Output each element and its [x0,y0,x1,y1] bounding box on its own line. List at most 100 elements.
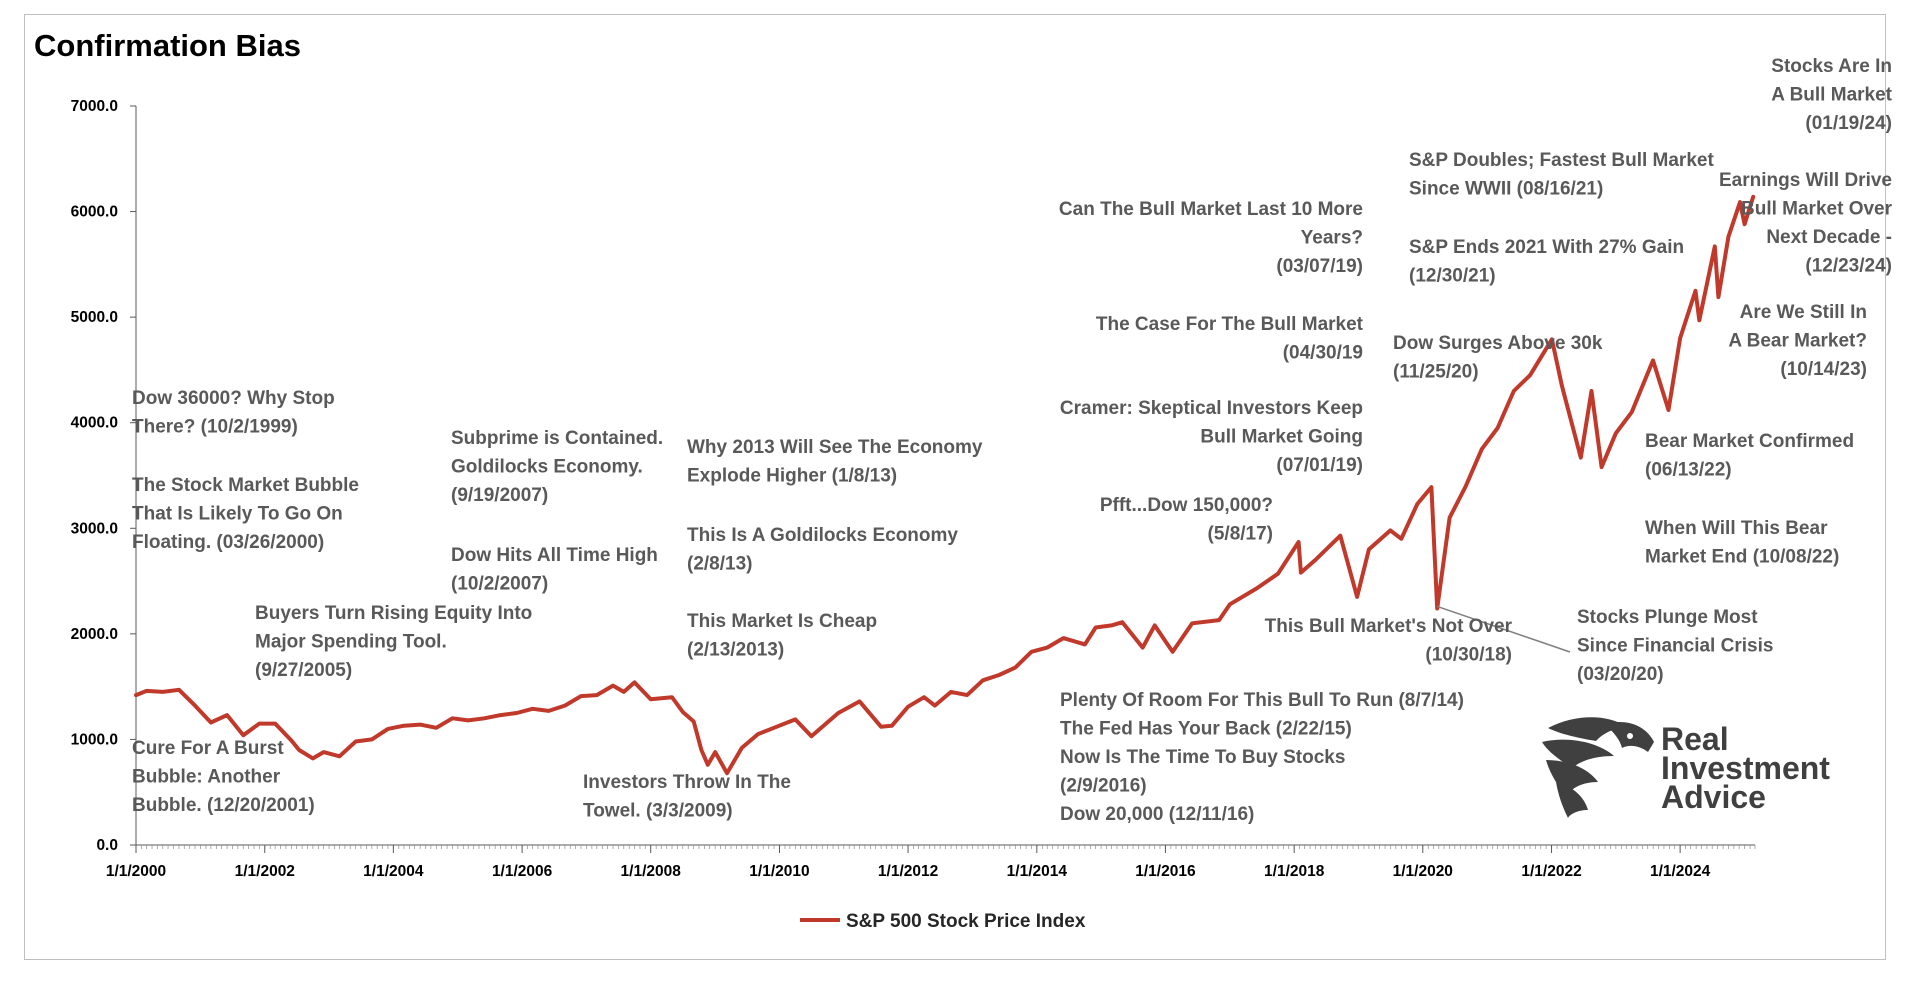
data-point [670,695,674,699]
data-point [1029,650,1033,654]
annotation-line: (12/30/21) [1409,266,1496,287]
annotation-line: (10/2/2007) [451,574,548,595]
annotation-line: Dow Surges Above 30k [1393,333,1603,354]
data-point [273,722,277,726]
annotation-line: (01/19/24) [1805,113,1892,134]
data-point [1141,646,1145,650]
annotation-line: Can The Bull Market Last 10 More [1059,199,1363,220]
data-point [1255,587,1258,590]
data-point [1751,195,1755,199]
annotation-line: Dow 36000? Why Stop [132,388,335,409]
annotation-line: Dow 20,000 (12/11/16) [1060,804,1254,825]
data-point [706,763,710,767]
data-point [515,711,519,715]
data-point [1716,295,1720,299]
annotation-line: (2/8/13) [687,554,752,575]
data-point [1313,558,1317,562]
data-point [740,746,744,750]
data-point [611,684,615,688]
data-point [965,693,969,697]
annotation: This Market Is Cheap (2/13/2013) [687,611,877,661]
data-point [997,673,1001,677]
x-tick-label: 1/1/2004 [363,863,424,880]
annotation-line: Towel. (3/3/2009) [583,801,733,822]
annotation-line: Since WWII (08/16/21) [1409,179,1603,200]
data-point [311,756,315,760]
annotation-line: The Fed Has Your Back (2/22/15) [1060,719,1352,740]
data-point [563,704,567,708]
data-point [858,699,862,703]
data-point [1399,537,1403,541]
data-point [1512,389,1516,393]
x-tick-label: 1/1/2022 [1521,863,1581,880]
data-point [622,690,626,694]
annotation: This Bull Market's Not Over (10/30/18) [1265,616,1513,666]
data-point [713,750,717,754]
data-point [531,707,534,711]
y-tick-label: 4000.0 [71,415,118,432]
data-point [1367,547,1371,551]
data-point [1120,620,1124,624]
data-point [1217,618,1221,622]
data-point [297,748,301,752]
annotation-line: Now Is The Time To Buy Stocks [1060,747,1345,768]
eagle-head-icon [1542,717,1654,818]
data-point [1355,595,1359,599]
annotation-line: (10/30/18) [1425,645,1512,666]
annotation-line: Next Decade - [1766,227,1892,248]
annotation: Bear Market Confirmed (06/13/22) [1645,431,1854,481]
data-point [1579,456,1583,460]
annotation: Investors Throw In The Towel. (3/3/2009) [583,772,791,822]
data-point [1338,534,1342,538]
data-point [1171,650,1175,654]
data-point [699,748,703,752]
series-layer [134,194,1756,776]
annotation-line: That Is Likely To Go On [132,504,343,525]
annotation: This Is A Goldilocks Economy (2/8/13) [687,525,958,575]
annotation-line: (03/07/19) [1276,256,1363,277]
annotation-line: (5/8/17) [1208,524,1273,545]
data-point [1153,623,1157,627]
data-point [177,688,181,692]
annotation-line: Pfft...Dow 150,000? [1100,495,1273,516]
data-point [354,740,358,743]
data-point [1190,621,1194,625]
annotation: Stocks Plunge Most Since Financial Crisis… [1577,607,1773,685]
data-point [434,726,438,730]
annotation: Are We Still In A Bear Market? (10/14/23) [1728,302,1867,380]
data-point [692,720,696,723]
data-point [134,693,138,697]
data-point [1228,602,1232,606]
real-investment-advice-logo: Real Investment Advice [1542,717,1830,818]
data-point [145,689,149,693]
data-point [1297,540,1301,544]
annotation: The Stock Market Bubble That Is Likely To… [132,475,359,553]
logo-text-investment: Investment [1661,750,1830,786]
y-tick-label: 0.0 [96,837,118,854]
data-point [1528,373,1532,377]
data-point [1388,528,1392,532]
data-point [809,734,813,738]
data-point [418,723,422,727]
annotations: Dow 36000? Why Stop There? (10/2/1999) The… [132,56,1893,825]
data-point [649,697,653,701]
data-point [681,710,685,714]
data-point [595,693,599,697]
annotation-line: (07/01/19) [1276,455,1363,476]
annotation-line: Cure For A Burst [132,738,284,759]
legend: S&P 500 Stock Price Index [800,911,1086,932]
y-tick-label: 7000.0 [71,98,118,115]
annotation-line: (9/19/2007) [451,485,548,506]
annotation: Why 2013 Will See The Economy Explode Hig… [687,437,983,487]
annotation-line: Stocks Plunge Most [1577,607,1758,628]
y-axis: 0.0 1000.0 2000.0 3000.0 4000.0 5000.0 6000.0 7… [71,98,137,854]
annotation-line: Dow Hits All Time High [451,545,658,566]
data-point [1480,447,1484,451]
data-point [1045,646,1049,650]
annotation: When Will This Bear Market End (10/08/22) [1645,518,1839,568]
data-point [499,713,503,717]
annotation-line: When Will This Bear [1645,518,1828,539]
data-point [981,678,985,682]
y-tick-label: 1000.0 [71,731,118,748]
data-point [579,694,583,698]
